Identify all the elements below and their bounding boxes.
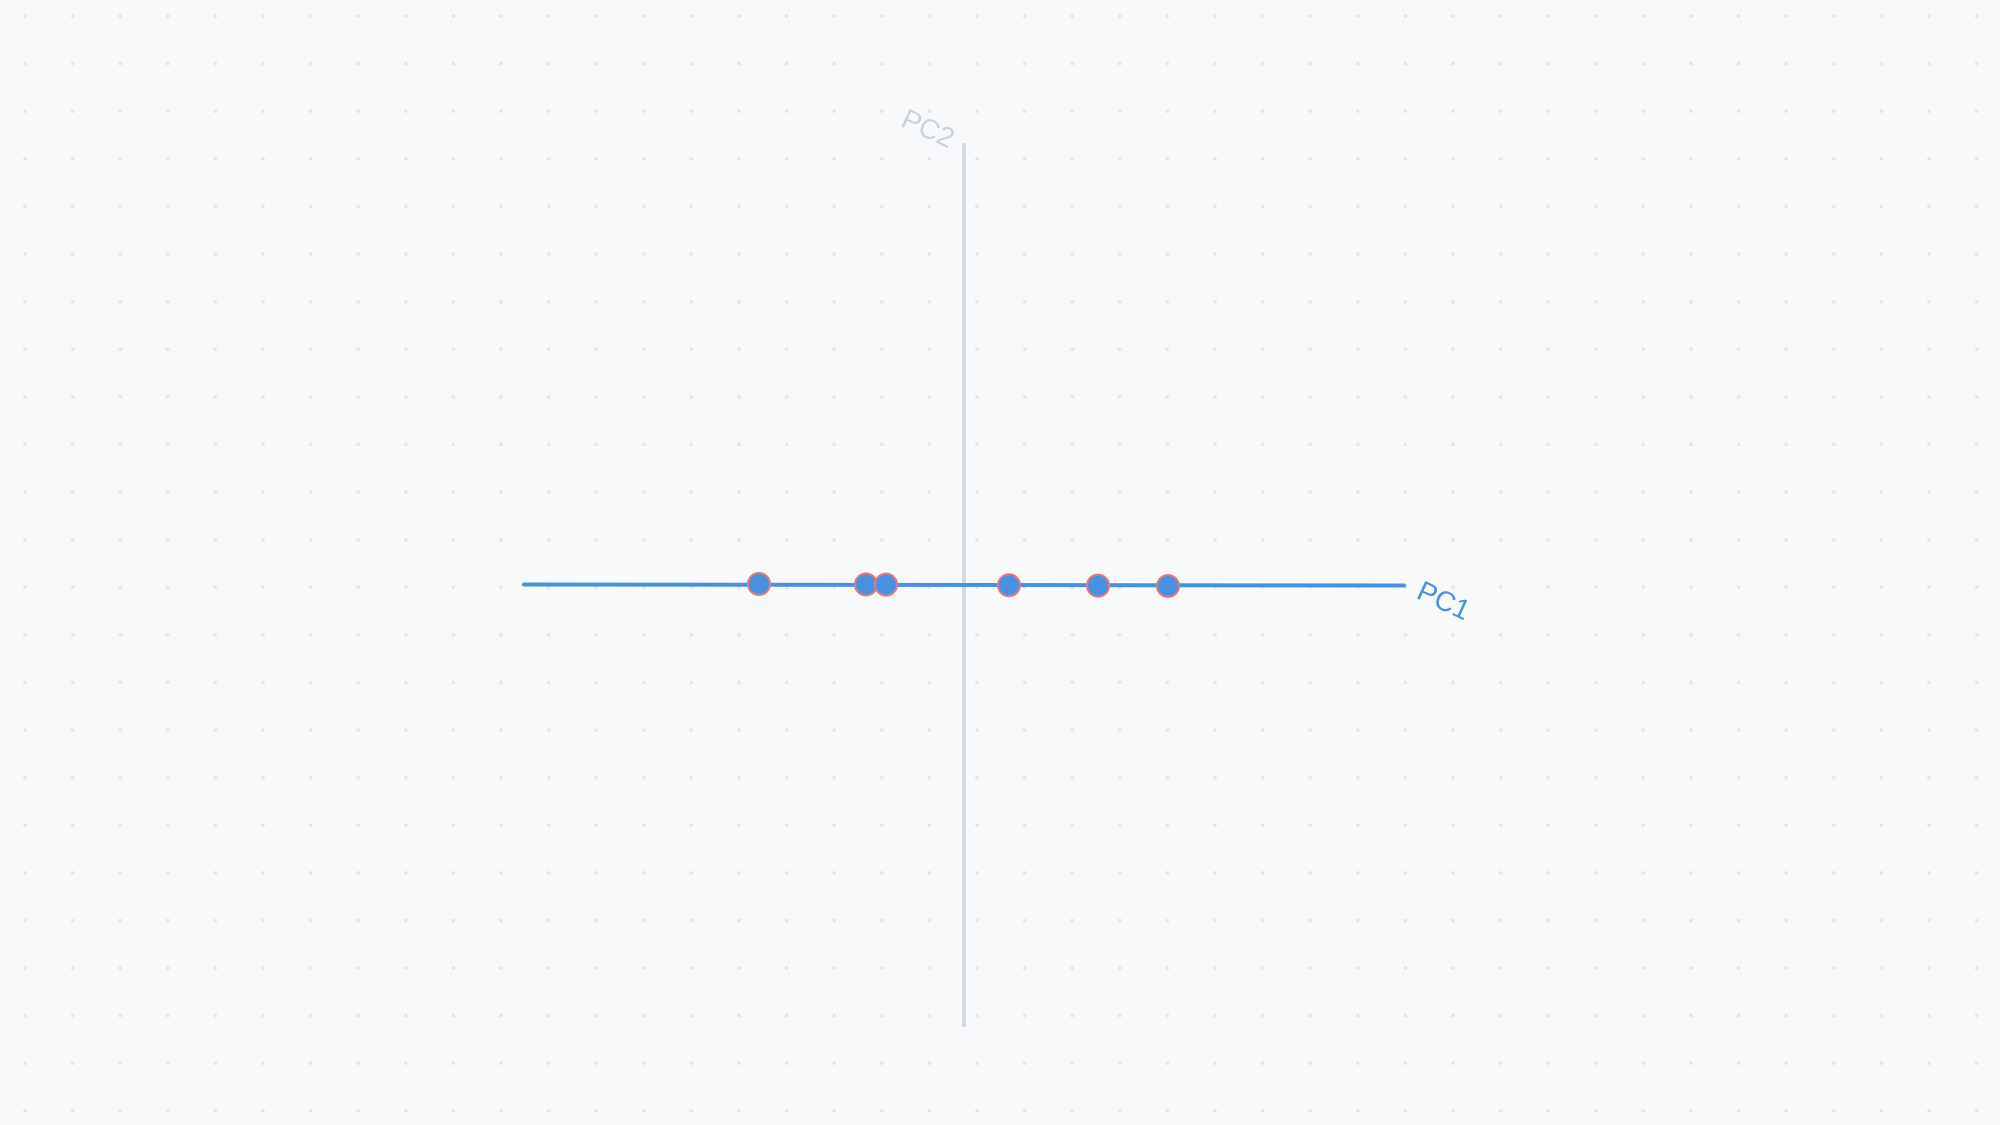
data-point-2 [854, 572, 878, 597]
data-point-3 [874, 572, 898, 597]
data-point-6 [1156, 574, 1180, 599]
projected-points [747, 571, 1180, 599]
data-point-5 [1086, 573, 1110, 598]
pc1-axis [522, 582, 1406, 588]
data-point-4 [997, 573, 1021, 598]
data-point-1 [747, 571, 771, 596]
